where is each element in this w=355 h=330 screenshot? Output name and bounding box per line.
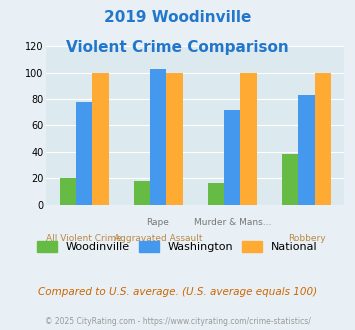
- Text: Aggravated Assault: Aggravated Assault: [114, 234, 202, 243]
- Bar: [60, 178, 76, 205]
- Bar: [315, 73, 331, 205]
- Text: Robbery: Robbery: [288, 234, 326, 243]
- Bar: [298, 95, 315, 205]
- Bar: [240, 73, 257, 205]
- Bar: [150, 69, 166, 205]
- Text: All Violent Crime: All Violent Crime: [45, 234, 121, 243]
- Bar: [76, 102, 92, 205]
- Text: Violent Crime Comparison: Violent Crime Comparison: [66, 40, 289, 54]
- Bar: [282, 154, 298, 205]
- Bar: [224, 110, 240, 205]
- Text: 2019 Woodinville: 2019 Woodinville: [104, 10, 251, 25]
- Bar: [208, 183, 224, 205]
- Text: © 2025 CityRating.com - https://www.cityrating.com/crime-statistics/: © 2025 CityRating.com - https://www.city…: [45, 317, 310, 326]
- Bar: [134, 181, 150, 205]
- Text: Murder & Mans...: Murder & Mans...: [194, 218, 271, 227]
- Text: Compared to U.S. average. (U.S. average equals 100): Compared to U.S. average. (U.S. average …: [38, 287, 317, 297]
- Legend: Woodinville, Washington, National: Woodinville, Washington, National: [33, 237, 322, 256]
- Text: Rape: Rape: [147, 218, 169, 227]
- Bar: [92, 73, 109, 205]
- Bar: [166, 73, 183, 205]
